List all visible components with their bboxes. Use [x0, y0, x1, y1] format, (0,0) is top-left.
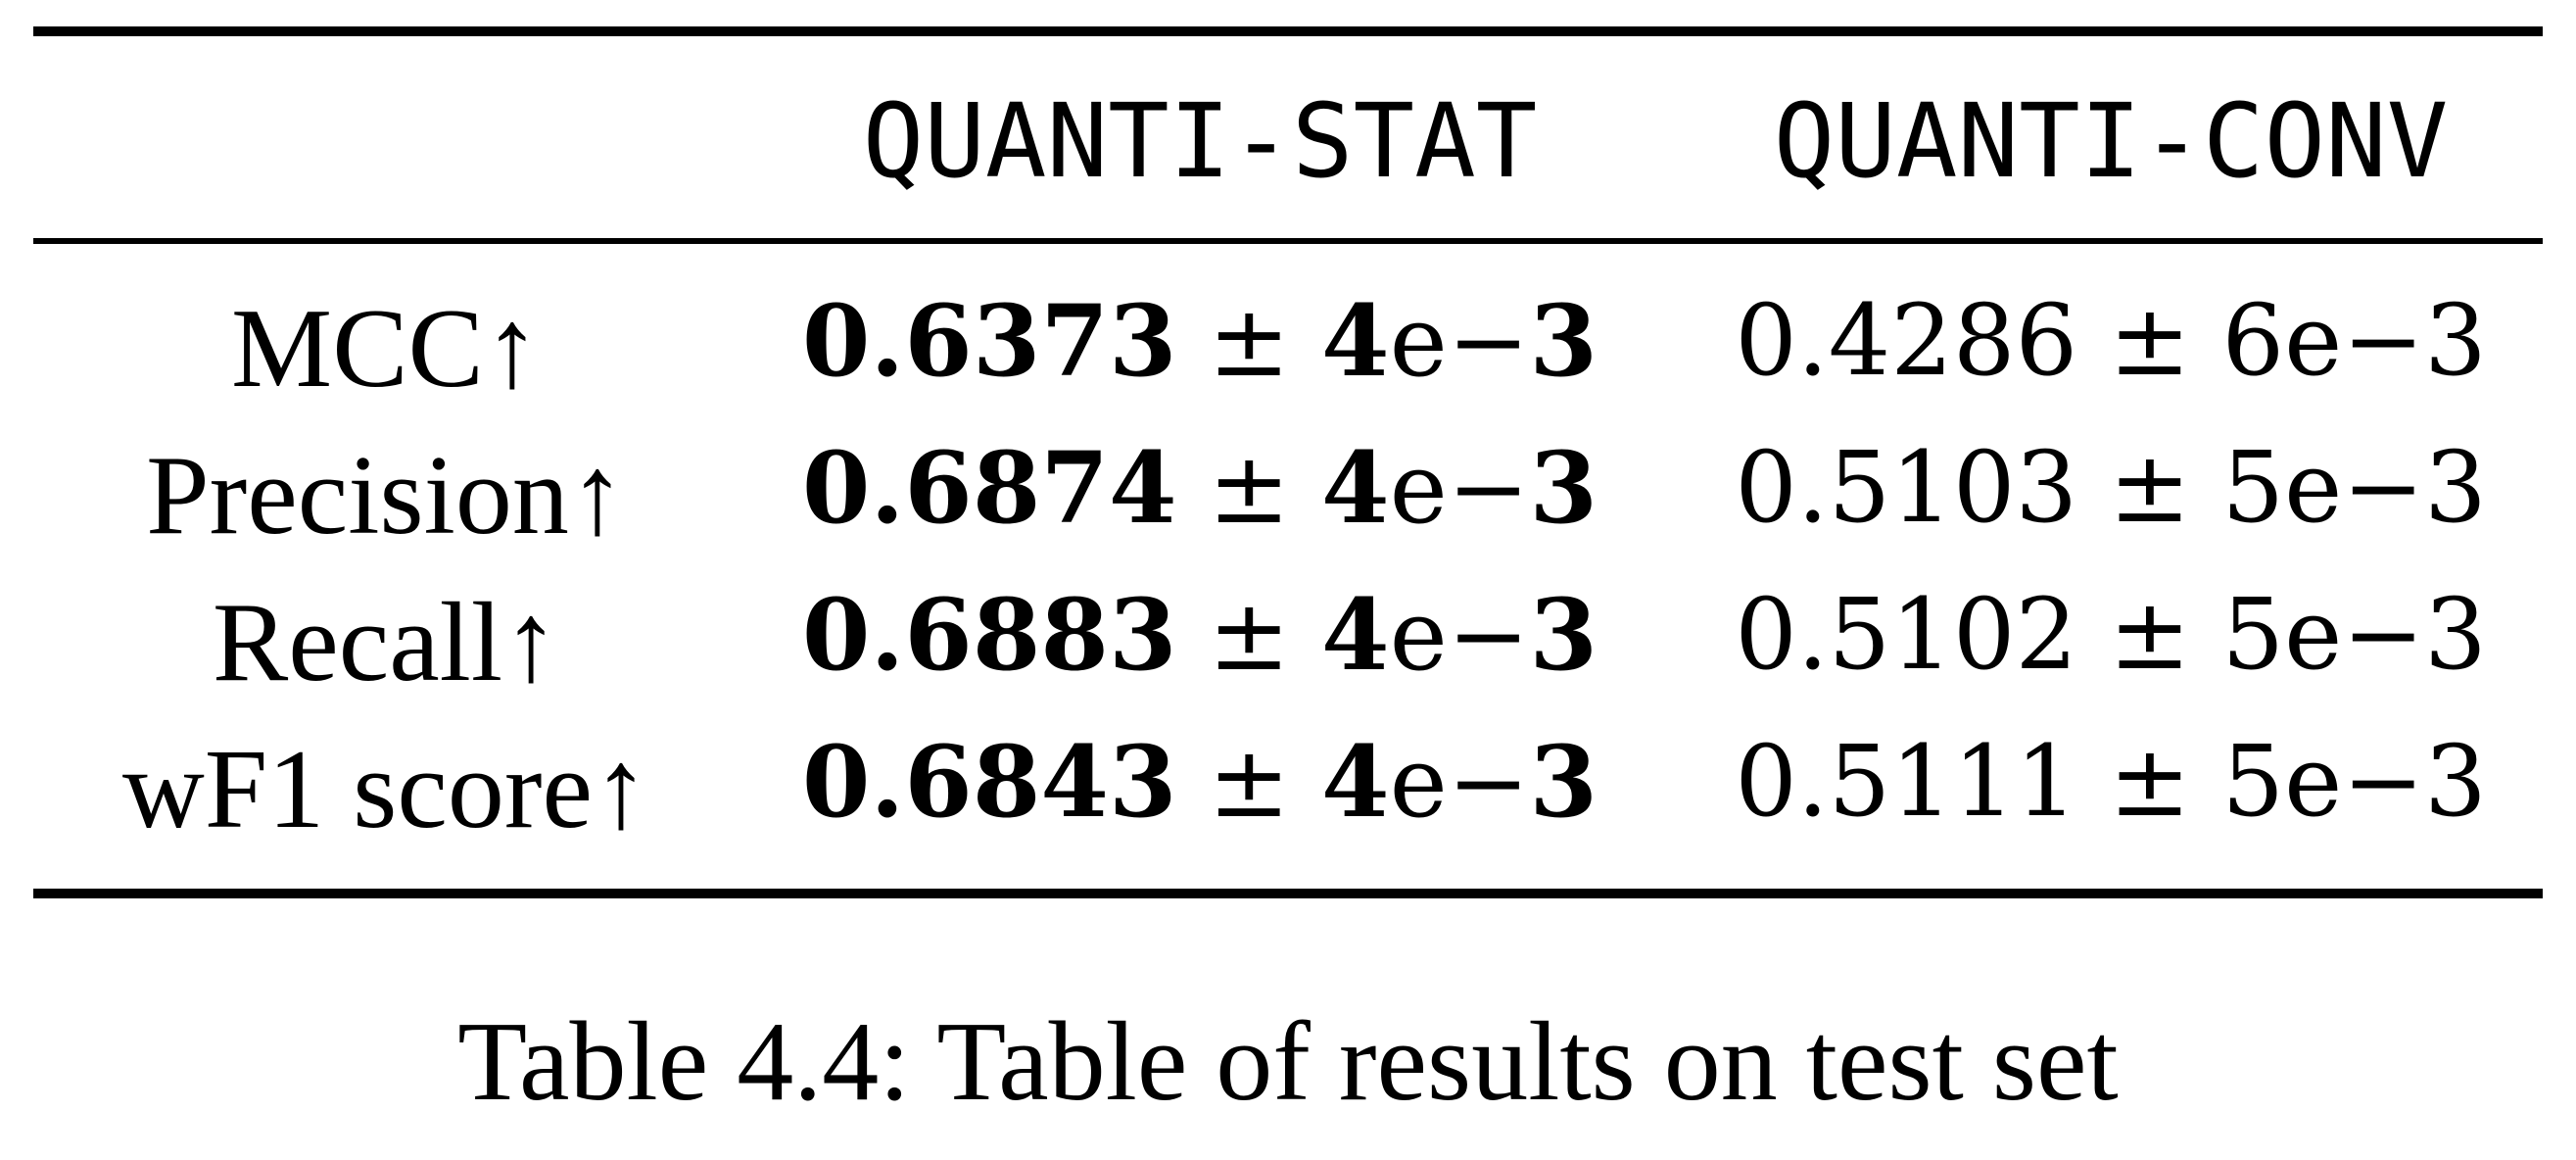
value-mean: 0.5111 — [1735, 724, 2078, 839]
error-exponent: 3 — [2424, 430, 2487, 545]
plus-minus-sign: ± — [1208, 578, 1291, 693]
row-label-mcc: MCC↑ — [231, 286, 541, 411]
plus-minus-sign: ± — [2108, 724, 2191, 839]
error-exponent-marker: e− — [2284, 577, 2425, 692]
error-exponent-marker: e− — [1389, 284, 1530, 399]
error-digit: 5 — [2221, 577, 2285, 692]
row-label-wf1-score: wF1 score↑ — [121, 727, 650, 852]
error-exponent-marker: e− — [1389, 725, 1530, 840]
error-exponent: 3 — [1529, 577, 1598, 693]
error-exponent: 3 — [1529, 724, 1598, 840]
error-digit: 4 — [1320, 430, 1390, 546]
error-exponent-marker: e− — [1389, 578, 1530, 693]
error-exponent-marker: e− — [2284, 283, 2425, 398]
error-exponent-marker: e− — [1389, 431, 1530, 546]
error-exponent-marker: e− — [2284, 724, 2425, 839]
error-exponent: 3 — [2424, 577, 2487, 692]
cell-wf1-quanti-stat: 0.6843 ± 4e−3 — [784, 733, 1616, 832]
error-digit: 4 — [1320, 724, 1390, 840]
plus-minus-sign: ± — [1208, 725, 1291, 840]
caption-label: Table 4.4: — [457, 999, 911, 1125]
plus-minus-sign: ± — [2108, 283, 2191, 398]
plus-minus-sign: ± — [1208, 431, 1291, 546]
column-header-quanti-conv: QUANTI-CONV — [1773, 81, 2449, 201]
plus-minus-sign: ± — [2108, 430, 2191, 545]
row-label-precision: Precision↑ — [146, 433, 626, 558]
table-caption: Table 4.4: Table of results on test set — [0, 1005, 2576, 1119]
error-exponent-marker: e− — [2284, 430, 2425, 545]
error-digit: 4 — [1320, 283, 1390, 399]
error-digit: 5 — [2221, 724, 2285, 839]
table-bottom-rule — [33, 889, 2543, 898]
error-digit: 4 — [1320, 577, 1390, 693]
cell-precision-quanti-conv: 0.5103 ± 5e−3 — [1694, 439, 2527, 537]
error-exponent: 3 — [2424, 724, 2487, 839]
cell-recall-quanti-stat: 0.6883 ± 4e−3 — [784, 586, 1616, 685]
value-mean: 0.6874 — [801, 430, 1177, 546]
cell-precision-quanti-stat: 0.6874 ± 4e−3 — [784, 439, 1616, 538]
cell-recall-quanti-conv: 0.5102 ± 5e−3 — [1694, 586, 2527, 684]
plus-minus-sign: ± — [2108, 577, 2191, 692]
error-exponent: 3 — [1529, 430, 1598, 546]
plus-minus-sign: ± — [1208, 284, 1291, 399]
value-mean: 0.5103 — [1735, 430, 2078, 545]
row-label-recall: Recall↑ — [212, 580, 560, 705]
table-top-rule — [33, 26, 2543, 36]
cell-mcc-quanti-stat: 0.6373 ± 4e−3 — [784, 292, 1616, 391]
value-mean: 0.6843 — [801, 724, 1177, 840]
value-mean: 0.6883 — [801, 577, 1177, 693]
error-digit: 5 — [2221, 430, 2285, 545]
cell-wf1-quanti-conv: 0.5111 ± 5e−3 — [1694, 733, 2527, 831]
table-header-rule — [33, 238, 2543, 244]
error-digit: 6 — [2221, 283, 2285, 398]
value-mean: 0.6373 — [801, 283, 1177, 399]
caption-text: Table of results on test set — [936, 999, 2119, 1125]
error-exponent: 3 — [2424, 283, 2487, 398]
value-mean: 0.4286 — [1735, 283, 2078, 398]
column-header-quanti-stat: QUANTI-STAT — [862, 81, 1538, 201]
value-mean: 0.5102 — [1735, 577, 2078, 692]
error-exponent: 3 — [1529, 283, 1598, 399]
cell-mcc-quanti-conv: 0.4286 ± 6e−3 — [1694, 292, 2527, 390]
